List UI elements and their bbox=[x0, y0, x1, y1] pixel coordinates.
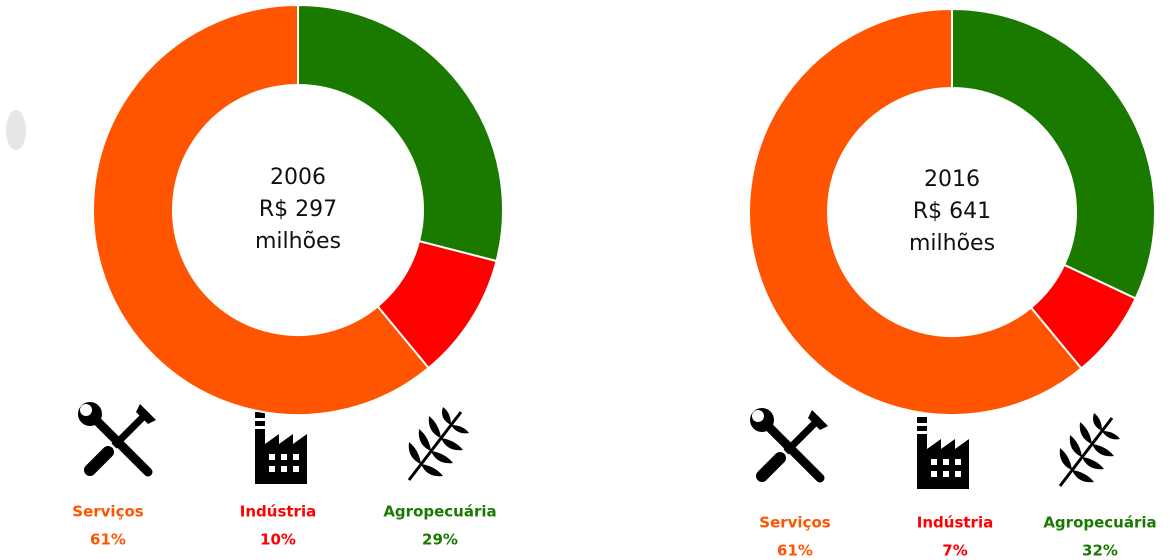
category-label: Serviços bbox=[72, 503, 143, 521]
category-label: Serviços bbox=[759, 514, 830, 532]
value-label: 29% bbox=[422, 531, 458, 549]
center-label: R$ 641 bbox=[913, 199, 991, 224]
donut-segment bbox=[748, 7, 1083, 416]
decoration bbox=[6, 110, 26, 150]
icon-services bbox=[78, 402, 156, 472]
donut-segment bbox=[92, 3, 431, 416]
icon-industry bbox=[915, 417, 969, 489]
center-label: R$ 297 bbox=[259, 197, 337, 222]
donut-segment bbox=[951, 7, 1156, 300]
center-label: 2006 bbox=[270, 165, 326, 190]
icon-industry bbox=[253, 412, 307, 484]
category-label: Agropecuária bbox=[1043, 514, 1156, 532]
value-label: 61% bbox=[90, 531, 126, 549]
value-label: 7% bbox=[942, 542, 967, 560]
category-label: Indústria bbox=[917, 514, 993, 532]
icon-agriculture bbox=[407, 405, 471, 482]
category-label: Agropecuária bbox=[383, 503, 496, 521]
value-label: 32% bbox=[1082, 542, 1118, 560]
icon-services bbox=[750, 408, 828, 478]
center-label: 2016 bbox=[924, 167, 980, 192]
value-label: 10% bbox=[260, 531, 296, 549]
value-label: 61% bbox=[777, 542, 813, 560]
donut-segment bbox=[297, 3, 504, 263]
center-label: milhões bbox=[909, 231, 995, 256]
category-label: Indústria bbox=[240, 503, 316, 521]
icon-agriculture bbox=[1058, 411, 1122, 488]
center-label: milhões bbox=[255, 229, 341, 254]
